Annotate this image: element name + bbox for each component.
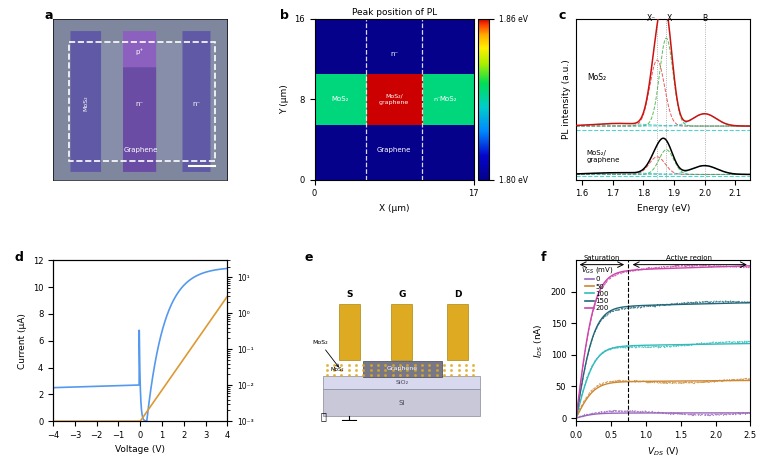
X-axis label: Energy (eV): Energy (eV): [637, 204, 690, 213]
Text: MoS₂: MoS₂: [312, 340, 339, 367]
Text: G: G: [398, 290, 406, 299]
Text: SiO₂: SiO₂: [395, 380, 409, 385]
Text: Graphene: Graphene: [377, 146, 412, 153]
Text: p⁺: p⁺: [136, 48, 144, 55]
Y-axis label: Current (μA): Current (μA): [18, 313, 27, 369]
Text: X: X: [667, 14, 672, 23]
Text: d: d: [14, 250, 23, 263]
X-axis label: X (μm): X (μm): [379, 204, 409, 213]
Bar: [69, 42, 215, 161]
Legend: 0, 50, 100, 150, 200: 0, 50, 100, 150, 200: [580, 263, 615, 313]
Y-axis label: $I_{DS}$ (nA): $I_{DS}$ (nA): [533, 323, 545, 358]
Text: Active region: Active region: [666, 255, 713, 261]
Text: MoS₂: MoS₂: [331, 96, 349, 102]
Text: n⁻: n⁻: [193, 101, 201, 107]
Text: B: B: [702, 14, 707, 23]
Text: MoS₂: MoS₂: [83, 96, 88, 111]
Text: MoS₂: MoS₂: [587, 73, 606, 82]
Text: a: a: [44, 9, 53, 22]
Text: MoS₂: MoS₂: [330, 367, 344, 372]
Text: X⁻: X⁻: [647, 14, 656, 23]
Title: Peak position of PL: Peak position of PL: [352, 7, 437, 16]
X-axis label: $V_{DS}$ (V): $V_{DS}$ (V): [647, 446, 679, 458]
Text: ⏚: ⏚: [321, 411, 326, 421]
Text: n⁻: n⁻: [390, 51, 398, 57]
Text: Graphene: Graphene: [124, 146, 158, 153]
Text: D: D: [454, 290, 462, 299]
Text: n⁻: n⁻: [434, 97, 441, 102]
Bar: [447, 304, 468, 360]
Text: b: b: [280, 9, 289, 22]
Text: Si: Si: [399, 400, 405, 406]
Text: MoS₂/
graphene: MoS₂/ graphene: [379, 94, 409, 105]
Y-axis label: PL intensity (a.u.): PL intensity (a.u.): [562, 59, 571, 139]
Text: c: c: [559, 9, 566, 22]
Y-axis label: Y (μm): Y (μm): [280, 84, 289, 114]
Text: Graphene: Graphene: [387, 366, 418, 372]
Bar: [339, 304, 360, 360]
Polygon shape: [323, 389, 481, 417]
Text: f: f: [541, 250, 547, 263]
Text: MoS₂: MoS₂: [440, 96, 457, 102]
X-axis label: Voltage (V): Voltage (V): [115, 446, 165, 454]
Text: S: S: [346, 290, 352, 299]
Text: MoS₂/
graphene: MoS₂/ graphene: [587, 150, 620, 163]
Text: n⁻: n⁻: [136, 101, 144, 107]
Bar: [391, 304, 412, 360]
Text: Saturation: Saturation: [584, 255, 621, 261]
Bar: [363, 361, 442, 377]
Polygon shape: [323, 376, 481, 389]
Text: e: e: [304, 250, 312, 263]
